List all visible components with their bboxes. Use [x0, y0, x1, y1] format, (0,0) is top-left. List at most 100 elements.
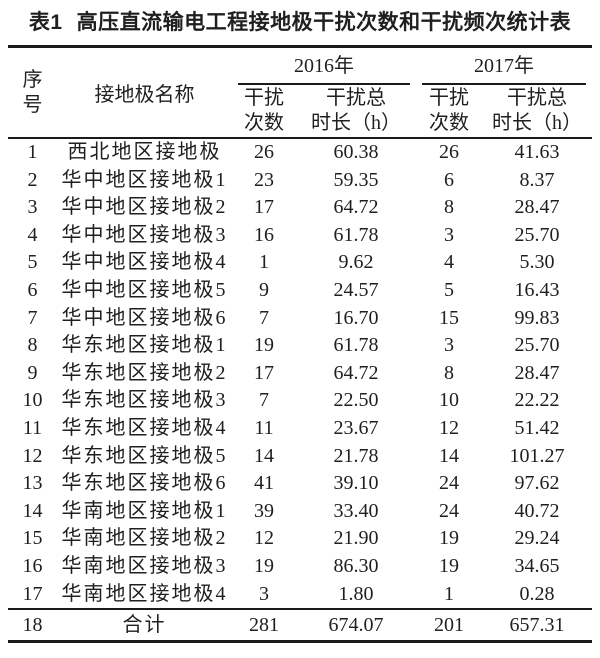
cell-2016-count: 12: [254, 527, 274, 550]
cell-electrode-name: 华东地区接地极3: [61, 389, 228, 412]
cell-2017-duration: 16.43: [514, 278, 560, 301]
cell-2016-count: 41: [254, 472, 274, 495]
cell-2017-count: 5: [444, 278, 454, 301]
cell-2016-count: 3: [259, 582, 269, 605]
table-footer: 18 合计 281 674.07 201 657.31: [8, 608, 592, 642]
cell-2016-count: 19: [254, 334, 274, 357]
cell-2017-count: 19: [439, 554, 459, 577]
table-row: 3 华中地区接地极2 17 64.72 8 28.47: [8, 194, 592, 222]
cell-2016-duration: 64.72: [333, 196, 379, 219]
table-row: 1 西北地区接地极 26 60.38 26 41.63: [8, 138, 592, 167]
table-row: 7 华中地区接地极6 7 16.70 15 99.83: [8, 305, 592, 333]
total-2017-count: 201: [416, 608, 482, 642]
cell-2017-duration: 22.22: [514, 389, 560, 412]
cell-electrode-name: 华中地区接地极3: [61, 223, 228, 246]
cell-2017-duration: 0.28: [519, 582, 555, 605]
cell-serial: 11: [22, 416, 43, 439]
cell-2017-count: 12: [439, 416, 459, 439]
cell-2016-duration: 21.90: [333, 527, 379, 550]
cell-2016-count: 17: [254, 196, 274, 219]
cell-2016-count: 39: [254, 499, 274, 522]
total-2016-duration: 674.07: [296, 608, 416, 642]
table-row: 4 华中地区接地极3 16 61.78 3 25.70: [8, 222, 592, 250]
header-year-2016: 2016年: [232, 47, 416, 85]
cell-2017-count: 15: [439, 306, 459, 329]
cell-2016-duration: 61.78: [333, 334, 379, 357]
cell-electrode-name: 华南地区接地极1: [61, 499, 228, 522]
table-caption: 表1 高压直流输电工程接地极干扰次数和干扰频次统计表: [0, 8, 600, 38]
cell-2016-duration: 59.35: [333, 168, 379, 191]
cell-2016-count: 9: [259, 278, 269, 301]
cell-2016-count: 17: [254, 361, 274, 384]
cell-electrode-name: 华东地区接地极5: [61, 444, 228, 467]
cell-2017-duration: 51.42: [514, 416, 560, 439]
cell-electrode-name: 华南地区接地极3: [61, 554, 228, 577]
cell-serial: 9: [27, 361, 38, 384]
header-year-2017: 2017年: [416, 47, 592, 85]
cell-electrode-name: 华南地区接地极2: [61, 527, 228, 550]
cell-2016-count: 16: [254, 223, 274, 246]
total-serial: 18: [8, 608, 57, 642]
cell-serial: 2: [27, 168, 38, 191]
cell-electrode-name: 西北地区接地极: [67, 141, 222, 163]
cell-2017-duration: 25.70: [514, 223, 560, 246]
cell-serial: 14: [22, 499, 43, 522]
cell-serial: 6: [27, 278, 38, 301]
cell-2017-count: 4: [444, 251, 454, 274]
cell-2016-count: 11: [254, 416, 274, 439]
cell-2017-duration: 5.30: [519, 251, 555, 274]
cell-2017-duration: 8.37: [519, 168, 555, 191]
cell-serial: 7: [27, 306, 38, 329]
table-row: 14 华南地区接地极1 39 33.40 24 40.72: [8, 498, 592, 526]
table-row: 2 华中地区接地极1 23 59.35 6 8.37: [8, 167, 592, 195]
cell-2017-duration: 25.70: [514, 334, 560, 357]
cell-serial: 10: [22, 389, 43, 412]
cell-2017-count: 10: [439, 389, 459, 412]
header-2017-count: 干扰 次数: [416, 85, 482, 139]
table-row: 17 华南地区接地极4 3 1.80 1 0.28: [8, 581, 592, 610]
cell-electrode-name: 华中地区接地极1: [61, 168, 228, 191]
table-body: 1 西北地区接地极 26 60.38 26 41.63 2 华中地区接地极1 2…: [8, 138, 592, 609]
table-row: 13 华东地区接地极6 41 39.10 24 97.62: [8, 470, 592, 498]
cell-serial: 3: [27, 196, 38, 219]
cell-2016-duration: 60.38: [333, 141, 379, 163]
header-2016-duration: 干扰总 时长（h）: [296, 85, 416, 139]
cell-2016-count: 1: [259, 251, 269, 274]
cell-2016-duration: 21.78: [333, 444, 379, 467]
cell-2016-count: 7: [259, 389, 269, 412]
cell-2017-duration: 40.72: [514, 499, 560, 522]
cell-2017-duration: 101.27: [509, 444, 565, 467]
cell-2017-duration: 29.24: [514, 527, 560, 550]
cell-2016-duration: 24.57: [333, 278, 379, 301]
table-caption-label: 表1: [28, 11, 63, 34]
cell-serial: 16: [22, 554, 43, 577]
cell-2016-duration: 86.30: [333, 554, 379, 577]
cell-2016-count: 23: [254, 168, 274, 191]
total-2016-count: 281: [232, 608, 296, 642]
cell-2016-count: 19: [254, 554, 274, 577]
table-row: 5 华中地区接地极4 1 9.62 4 5.30: [8, 249, 592, 277]
cell-2017-count: 24: [439, 499, 459, 522]
cell-serial: 8: [27, 334, 38, 357]
cell-2016-duration: 23.67: [333, 416, 379, 439]
cell-2017-count: 26: [439, 141, 459, 163]
cell-2016-count: 14: [254, 444, 274, 467]
header-year-2016-label: 2016年: [238, 52, 410, 85]
cell-2017-duration: 28.47: [514, 196, 560, 219]
cell-2016-duration: 22.50: [333, 389, 379, 412]
table-caption-title: 高压直流输电工程接地极干扰次数和干扰频次统计表: [76, 11, 572, 34]
cell-2016-duration: 61.78: [333, 223, 379, 246]
table-row: 10 华东地区接地极3 7 22.50 10 22.22: [8, 387, 592, 415]
table-row: 16 华南地区接地极3 19 86.30 19 34.65: [8, 553, 592, 581]
cell-electrode-name: 华东地区接地极1: [61, 334, 228, 357]
cell-2016-count: 7: [259, 306, 269, 329]
cell-2017-count: 19: [439, 527, 459, 550]
cell-2017-count: 1: [444, 582, 454, 605]
header-serial-number: 序 号: [8, 46, 57, 139]
cell-2017-duration: 34.65: [514, 554, 560, 577]
header-electrode-name: 接地极名称: [57, 46, 232, 139]
cell-serial: 1: [27, 141, 38, 163]
interference-statistics-table: 序 号 接地极名称 2016年 2017年 干扰 次数 干扰总 时长（h: [8, 45, 592, 644]
table-row: 8 华东地区接地极1 19 61.78 3 25.70: [8, 332, 592, 360]
cell-2016-duration: 64.72: [333, 361, 379, 384]
